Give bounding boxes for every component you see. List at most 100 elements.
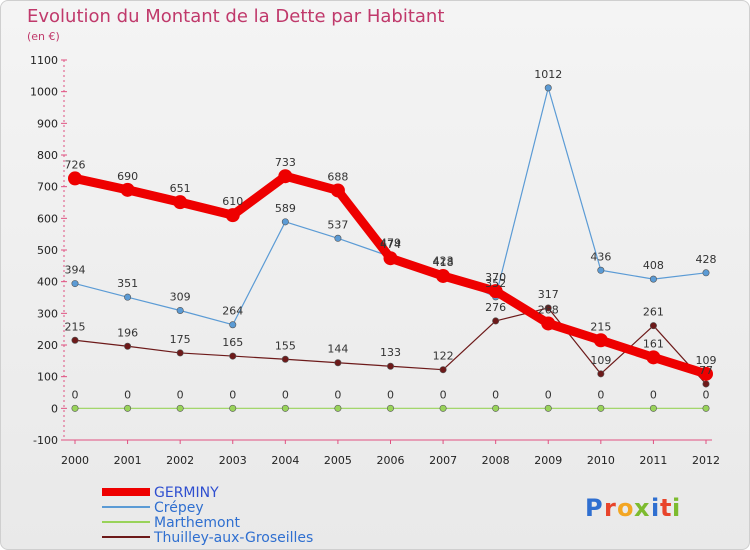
- chart-subtitle: (en €): [27, 30, 60, 43]
- y-tick-label: 200: [37, 339, 58, 352]
- data-point: [281, 355, 289, 363]
- data-point: [541, 316, 556, 331]
- data-label: 165: [222, 336, 243, 349]
- data-label: 268: [538, 303, 559, 316]
- data-label: 726: [65, 158, 86, 171]
- data-label: 688: [327, 170, 348, 183]
- data-label: 733: [275, 156, 296, 169]
- data-point: [71, 280, 79, 288]
- data-label: 144: [327, 343, 348, 356]
- data-label: 423: [433, 254, 454, 267]
- data-label: 109: [696, 354, 717, 367]
- data-label: 122: [433, 350, 454, 363]
- y-tick-label: 900: [37, 117, 58, 130]
- data-point: [488, 284, 503, 299]
- data-point: [225, 208, 240, 223]
- legend-label: Crépey: [154, 500, 204, 516]
- y-tick-label: 1100: [30, 54, 58, 67]
- data-label: 175: [170, 333, 191, 346]
- data-point: [439, 404, 447, 412]
- data-point: [281, 218, 289, 226]
- y-tick-label: 300: [37, 307, 58, 320]
- data-point: [173, 195, 188, 210]
- data-label: 109: [590, 354, 611, 367]
- x-tick-label: 2008: [482, 454, 510, 467]
- x-tick-label: 2007: [429, 454, 457, 467]
- logo-letter: P: [585, 494, 603, 522]
- data-point: [597, 266, 605, 274]
- data-point: [281, 404, 289, 412]
- data-point: [597, 370, 605, 378]
- data-label: 418: [433, 256, 454, 269]
- x-tick-label: 2004: [271, 454, 299, 467]
- x-tick-label: 2005: [324, 454, 352, 467]
- logo-letter: x: [634, 494, 650, 522]
- data-label: 0: [72, 388, 79, 401]
- y-tick-label: 700: [37, 181, 58, 194]
- value-labels: 0 0 0 0 0 0 0 0 0 0 0 0 0 215 196 175 165 155 144 133 122 276…: [65, 68, 717, 401]
- data-label: 436: [590, 250, 611, 263]
- data-label: 276: [485, 301, 506, 314]
- data-label: 0: [703, 388, 710, 401]
- data-label: 0: [440, 388, 447, 401]
- chart-title: Evolution du Montant de la Dette par Hab…: [27, 6, 445, 27]
- data-label: 479: [380, 237, 401, 250]
- x-tick-label: 2011: [639, 454, 667, 467]
- data-label: 309: [170, 290, 191, 303]
- y-tick-label: 800: [37, 149, 58, 162]
- data-label: 589: [275, 202, 296, 215]
- data-label: 408: [643, 259, 664, 272]
- data-point: [593, 333, 608, 348]
- data-label: 155: [275, 339, 296, 352]
- x-tick-label: 2000: [61, 454, 89, 467]
- data-point: [544, 304, 552, 312]
- logo-letter: i: [651, 494, 659, 522]
- data-point: [702, 404, 710, 412]
- data-point: [124, 342, 132, 350]
- y-tick-label: 0: [51, 402, 58, 415]
- x-tick-label: 2002: [166, 454, 194, 467]
- data-point: [330, 183, 345, 198]
- data-label: 610: [222, 195, 243, 208]
- y-tick-label: 500: [37, 244, 58, 257]
- legend-label: GERMINY: [154, 485, 219, 501]
- x-tick-label: 2006: [377, 454, 405, 467]
- data-point: [544, 84, 552, 92]
- data-point: [383, 251, 398, 266]
- data-label: 651: [170, 182, 191, 195]
- data-label: 161: [643, 337, 664, 350]
- data-label: 261: [643, 306, 664, 319]
- data-label: 0: [650, 388, 657, 401]
- data-point: [436, 268, 451, 283]
- legend-label: Thuilley-aux-Groseilles: [153, 530, 313, 546]
- data-label: 0: [124, 388, 131, 401]
- logo-letter: t: [660, 494, 671, 522]
- data-label: 1012: [534, 68, 562, 81]
- data-point: [68, 171, 82, 186]
- data-label: 133: [380, 346, 401, 359]
- y-tick-label: 400: [37, 276, 58, 289]
- x-tick-label: 2003: [219, 454, 247, 467]
- logo-letter: r: [604, 494, 616, 522]
- data-label: 0: [282, 388, 289, 401]
- data-label: 394: [65, 264, 86, 277]
- data-point: [278, 169, 293, 184]
- data-point: [334, 404, 342, 412]
- data-point: [702, 380, 710, 388]
- data-label: 537: [327, 218, 348, 231]
- data-label: 370: [485, 271, 506, 284]
- data-label: 0: [387, 388, 394, 401]
- y-tick-label: 600: [37, 212, 58, 225]
- x-tick-label: 2012: [692, 454, 720, 467]
- y-tick-label: 100: [37, 371, 58, 384]
- data-point: [439, 366, 447, 374]
- data-label: 690: [117, 170, 138, 183]
- data-point: [334, 359, 342, 367]
- data-point: [544, 404, 552, 412]
- data-point: [229, 352, 237, 360]
- data-label: 317: [538, 288, 559, 301]
- data-point: [176, 306, 184, 314]
- data-label: 0: [597, 388, 604, 401]
- y-tick-label: -100: [33, 434, 58, 447]
